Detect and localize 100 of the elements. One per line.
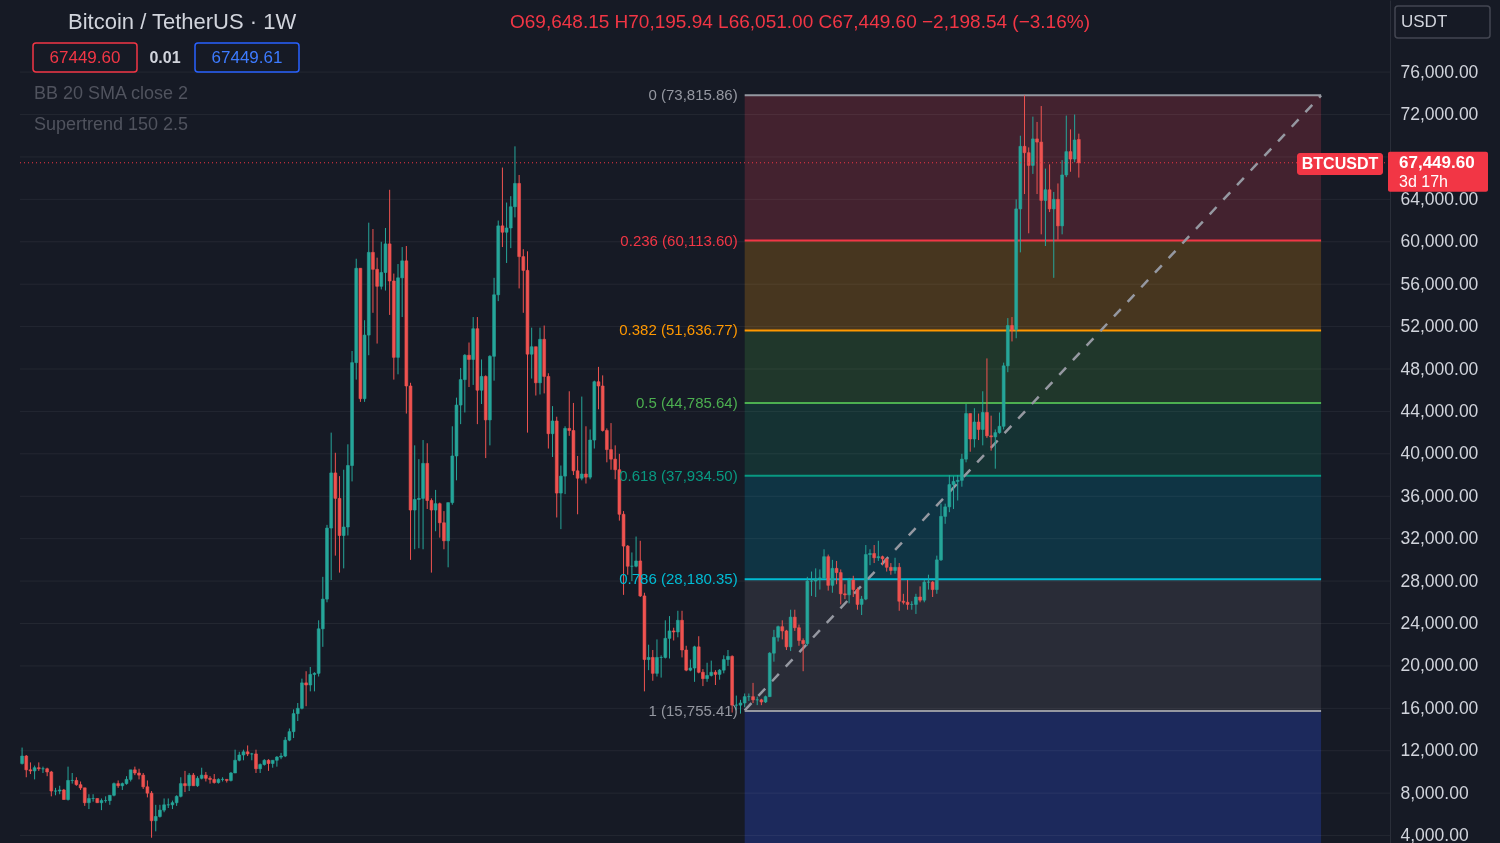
- candlestick: [580, 396, 584, 481]
- candlestick: [250, 752, 254, 761]
- candlestick: [1026, 146, 1031, 234]
- candlestick: [1047, 163, 1052, 213]
- ref-line-label: 67,449.60: [1399, 152, 1475, 172]
- candlestick: [116, 779, 120, 789]
- candlestick: [880, 555, 885, 566]
- y-tick-label: 36,000.00: [1400, 485, 1479, 506]
- y-tick-label: 20,000.00: [1400, 655, 1479, 676]
- candlestick: [212, 773, 216, 785]
- candlestick: [981, 390, 985, 446]
- y-tick-label: 56,000.00: [1400, 273, 1479, 294]
- candlestick: [225, 778, 229, 784]
- y-tick-label: 24,000.00: [1400, 613, 1479, 633]
- candlestick: [930, 580, 935, 598]
- y-tick-label: 32,000.00: [1400, 528, 1479, 549]
- ref-line-label: 1 (15,755.41): [648, 701, 738, 719]
- candlestick: [308, 666, 313, 692]
- candlestick: [37, 761, 41, 772]
- annotation: BTCUSDT: [1301, 155, 1379, 172]
- y-tick-label: 4,000.00: [1400, 825, 1469, 843]
- y-tick-label: 64,000.00: [1400, 188, 1479, 209]
- y-tick-label: 76,000.00: [1400, 61, 1479, 82]
- candlestick: [993, 428, 998, 470]
- y-tick-label: 16,000.00: [1400, 697, 1479, 718]
- candlestick: [1072, 114, 1077, 163]
- candlestick: [479, 358, 484, 405]
- candlestick: [120, 782, 125, 791]
- candlestick: [333, 452, 338, 557]
- candlestick: [671, 627, 676, 641]
- candlestick: [525, 250, 530, 434]
- candlestick: [1043, 168, 1048, 247]
- candlestick: [266, 758, 271, 772]
- candlestick: [876, 540, 881, 562]
- candlestick: [379, 241, 384, 290]
- candlestick: [154, 804, 158, 832]
- candlestick: [976, 413, 981, 441]
- candlestick: [713, 669, 718, 686]
- candlestick: [216, 777, 221, 785]
- y-tick-label: 12,000.00: [1400, 740, 1479, 761]
- annotation: 0.01: [149, 49, 181, 66]
- candlestick: [651, 649, 655, 682]
- annotation: 67449.61: [211, 48, 283, 67]
- candlestick: [722, 654, 726, 674]
- candlestick: [922, 579, 926, 603]
- candlestick: [968, 413, 972, 453]
- candlestick: [692, 645, 697, 683]
- candlestick: [187, 772, 191, 792]
- candlestick: [872, 544, 876, 564]
- ref-line-label: 0 (73,815.86): [648, 86, 738, 104]
- candlestick: [412, 444, 417, 550]
- candlestick: [99, 797, 104, 811]
- candlestick: [667, 615, 672, 659]
- candlestick: [1052, 191, 1056, 279]
- ref-line-label: 0.382 (51,636.77): [619, 321, 738, 339]
- candlestick: [433, 489, 438, 532]
- candlestick: [245, 744, 250, 757]
- candlestick: [241, 749, 246, 761]
- candlestick: [270, 759, 275, 769]
- candlestick: [1068, 128, 1073, 173]
- candlestick: [53, 787, 58, 796]
- y-tick-label: 28,000.00: [1400, 570, 1479, 591]
- annotation: BB 20 SMA close 2: [34, 83, 189, 103]
- chart-title: Bitcoin / TetherUS · 1W: [68, 9, 297, 34]
- candlestick: [759, 698, 764, 706]
- candlestick: [709, 660, 713, 678]
- text: USDT: [1401, 12, 1448, 31]
- candlestick: [258, 762, 262, 774]
- y-tick-label: 52,000.00: [1400, 316, 1479, 337]
- candlestick: [128, 769, 133, 782]
- candlestick: [905, 579, 910, 611]
- y-tick-label: 72,000.00: [1400, 104, 1479, 125]
- candlestick: [951, 475, 956, 510]
- annotation: O69,648.15 H70,195.94 L66,051.00 C67,449.60 −2,198.54 (−3.16%): [510, 11, 1090, 32]
- candlestick: [813, 567, 818, 598]
- y-tick-label: 48,000.00: [1400, 358, 1479, 379]
- y-tick-label: 8,000.00: [1400, 782, 1469, 803]
- candlestick: [32, 765, 37, 780]
- annotation: 67449.60: [49, 48, 121, 67]
- candlestick: [884, 558, 889, 573]
- ref-line-label: 0.5 (44,785.64): [635, 394, 738, 412]
- candlestick: [95, 797, 99, 804]
- candlestick: [830, 559, 835, 594]
- candlestick: [529, 327, 534, 380]
- candlestick: [383, 227, 388, 292]
- y-tick-label: 40,000.00: [1400, 443, 1479, 464]
- candlestick: [471, 316, 475, 386]
- annotation: Supertrend 150 2.5: [34, 114, 189, 134]
- candlestick: [826, 554, 830, 592]
- candlestick: [646, 644, 651, 671]
- candlestick: [742, 692, 747, 708]
- text: 3d 17h: [1399, 173, 1448, 190]
- y-tick-label: 60,000.00: [1400, 231, 1479, 252]
- ref-line-label: 0.236 (60,113.60): [620, 231, 738, 249]
- candlestick: [141, 772, 145, 790]
- candlestick: [49, 770, 54, 797]
- candlestick: [500, 167, 505, 248]
- candlestick: [74, 776, 79, 787]
- y-tick-label: 44,000.00: [1400, 400, 1479, 421]
- candlestick: [57, 785, 62, 795]
